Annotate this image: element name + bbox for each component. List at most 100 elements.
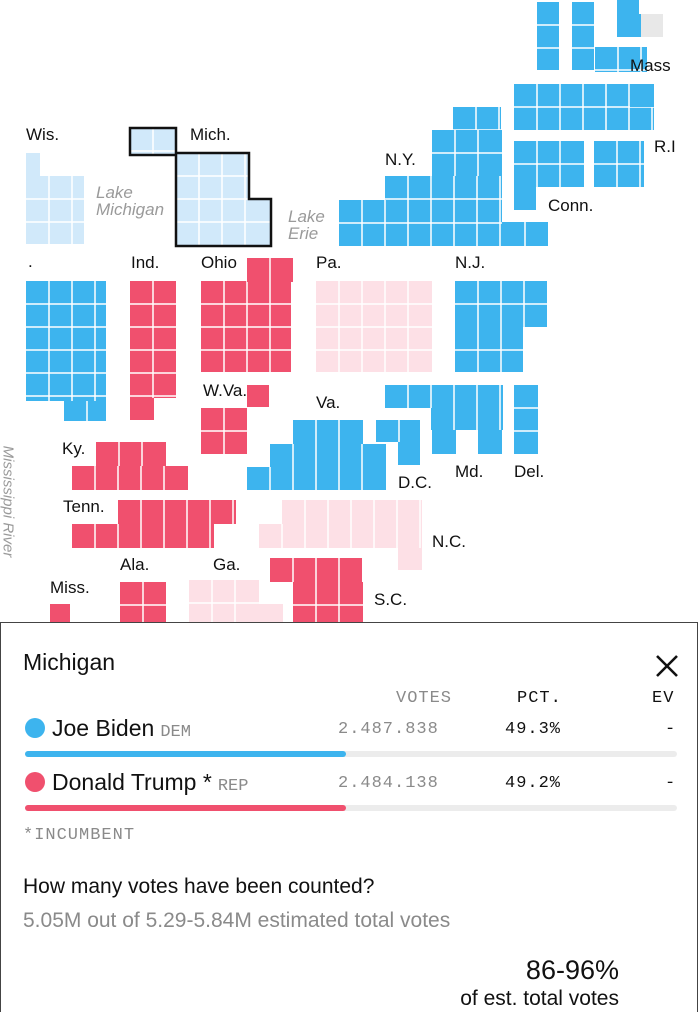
- state-tiles-ga[interactable]: [189, 580, 259, 625]
- state-tiles-ga2[interactable]: [259, 604, 283, 625]
- state-tiles-conn[interactable]: [514, 141, 584, 187]
- state-tiles-ala[interactable]: [120, 582, 166, 625]
- close-icon[interactable]: [652, 651, 682, 681]
- state-tiles-nh[interactable]: [572, 2, 594, 70]
- state-tiles-conn2[interactable]: [514, 187, 536, 210]
- vote-share-fill: [25, 805, 346, 811]
- state-tiles-va[interactable]: [293, 420, 363, 444]
- state-label-ala[interactable]: Ala.: [120, 555, 150, 574]
- state-tiles-ky2[interactable]: [72, 466, 188, 490]
- state-tiles-miss[interactable]: [50, 604, 70, 625]
- state-tiles-nc3[interactable]: [398, 548, 422, 570]
- state-tiles-tenn2[interactable]: [72, 524, 214, 548]
- state-tiles-ri2[interactable]: [594, 141, 644, 187]
- state-tiles-ri[interactable]: [630, 84, 654, 107]
- state-tiles-mich3[interactable]: [249, 199, 271, 246]
- state-tiles-ny2[interactable]: [432, 130, 502, 176]
- state-tiles-ind2[interactable]: [130, 398, 154, 420]
- state-tiles-dc2[interactable]: [398, 442, 420, 465]
- state-tiles-md[interactable]: [385, 385, 503, 408]
- state-label-conn[interactable]: Conn.: [548, 196, 594, 215]
- state-tiles-me2[interactable]: [617, 14, 641, 37]
- state-tiles-dc[interactable]: [376, 420, 420, 442]
- state-tiles-sc2[interactable]: [293, 582, 363, 625]
- counted-range: 86-96%: [525, 955, 619, 985]
- candidate-row[interactable]: Donald Trump * REP 2.484.138 49.2% -: [1, 769, 699, 821]
- state-tiles-ny5[interactable]: [502, 222, 548, 246]
- party-label: DEM: [160, 723, 191, 742]
- state-tiles-mich2[interactable]: [176, 153, 249, 246]
- state-tiles-ind[interactable]: [130, 281, 176, 398]
- state-tiles-ill[interactable]: [26, 281, 106, 401]
- state-tiles-ky[interactable]: [96, 442, 166, 466]
- state-label-md[interactable]: Md.: [455, 462, 484, 481]
- candidate-name: Donald Trump * REP: [52, 769, 249, 796]
- state-tiles-ohio[interactable]: [201, 281, 291, 372]
- state-tiles-wis2[interactable]: [26, 176, 84, 244]
- party-label: REP: [217, 777, 249, 796]
- state-tiles-nc2[interactable]: [259, 524, 422, 548]
- electoral-map: Mass Wis. Mich. N.Y. R.I Conn. . Ind. Oh…: [0, 0, 676, 625]
- state-label-ny[interactable]: N.Y.: [385, 150, 416, 169]
- panel-title: Michigan: [23, 649, 116, 675]
- state-label-sc[interactable]: S.C.: [374, 590, 408, 609]
- state-tiles-me[interactable]: [617, 0, 639, 14]
- candidate-pct: 49.3%: [505, 720, 562, 739]
- state-tiles-me-empty[interactable]: [641, 14, 663, 37]
- state-tiles-pa[interactable]: [316, 281, 432, 372]
- state-label-mass[interactable]: Mass: [630, 56, 671, 75]
- state-tiles-wva[interactable]: [247, 385, 269, 407]
- votes-estimate: 5.05M out of 5.29-5.84M estimated total …: [23, 909, 451, 932]
- water-label-mississippi-river: Mississippi River: [0, 445, 17, 558]
- state-tiles-wis[interactable]: [26, 153, 40, 177]
- state-tiles-sc[interactable]: [270, 558, 362, 582]
- state-tiles-vt[interactable]: [537, 2, 559, 70]
- state-label-ri[interactable]: R.I: [654, 137, 676, 156]
- water-label-lake-michigan: Lake Michigan: [96, 183, 165, 219]
- state-label-ga[interactable]: Ga.: [213, 555, 241, 574]
- state-tiles-nc[interactable]: [282, 500, 422, 524]
- state-label-wva[interactable]: W.Va.: [203, 381, 248, 400]
- state-label-del[interactable]: Del.: [514, 462, 545, 481]
- state-tiles-mass[interactable]: [595, 47, 647, 72]
- vote-share-fill: [25, 751, 347, 757]
- incumbent-footnote: *INCUMBENT: [23, 826, 136, 845]
- state-tiles-va2[interactable]: [270, 444, 386, 468]
- state-label-ill[interactable]: .: [28, 252, 33, 271]
- state-label-ohio[interactable]: Ohio: [201, 253, 237, 272]
- state-label-mich[interactable]: Mich.: [190, 125, 231, 144]
- state-label-nj[interactable]: N.J.: [455, 253, 486, 272]
- state-tiles-nj2[interactable]: [455, 327, 523, 372]
- state-label-nc[interactable]: N.C.: [432, 532, 466, 551]
- state-tiles-tenn[interactable]: [118, 500, 236, 524]
- state-results-panel: Michigan VOTES PCT. EV Joe Biden DEM 2.48…: [0, 622, 698, 1012]
- state-tiles-wva2[interactable]: [201, 408, 247, 454]
- column-header-pct: PCT.: [517, 689, 562, 708]
- state-label-pa[interactable]: Pa.: [316, 253, 342, 272]
- tile-grid: [26, 0, 663, 625]
- state-tiles-nj[interactable]: [455, 281, 547, 327]
- state-tiles-ny4[interactable]: [339, 200, 502, 246]
- state-tiles-md3[interactable]: [478, 430, 502, 454]
- state-tiles-del[interactable]: [514, 385, 538, 454]
- votes-counted-question: How many votes have been counted?: [23, 875, 375, 898]
- state-label-ky[interactable]: Ky.: [62, 439, 86, 458]
- column-header-votes: VOTES: [396, 689, 453, 708]
- state-label-miss[interactable]: Miss.: [50, 578, 90, 597]
- candidate-row[interactable]: Joe Biden DEM 2.487.838 49.3% -: [1, 715, 699, 767]
- state-tiles-md2[interactable]: [431, 408, 503, 430]
- state-label-ind[interactable]: Ind.: [131, 253, 160, 272]
- selected-state-outline: [128, 126, 273, 248]
- state-tiles-va3[interactable]: [247, 467, 386, 490]
- state-tiles-ohio2[interactable]: [247, 258, 293, 282]
- state-label-va[interactable]: Va.: [316, 393, 341, 412]
- state-tiles-mich[interactable]: [130, 128, 175, 155]
- state-tiles-ill2[interactable]: [64, 401, 106, 421]
- state-tiles-md4[interactable]: [432, 430, 456, 454]
- vote-share-bar: [25, 751, 677, 757]
- party-dot-icon: [25, 718, 45, 738]
- state-label-dc[interactable]: D.C.: [398, 473, 432, 492]
- state-label-wis[interactable]: Wis.: [26, 125, 60, 144]
- candidate-votes: 2.484.138: [338, 774, 439, 793]
- state-label-tenn[interactable]: Tenn.: [63, 497, 105, 516]
